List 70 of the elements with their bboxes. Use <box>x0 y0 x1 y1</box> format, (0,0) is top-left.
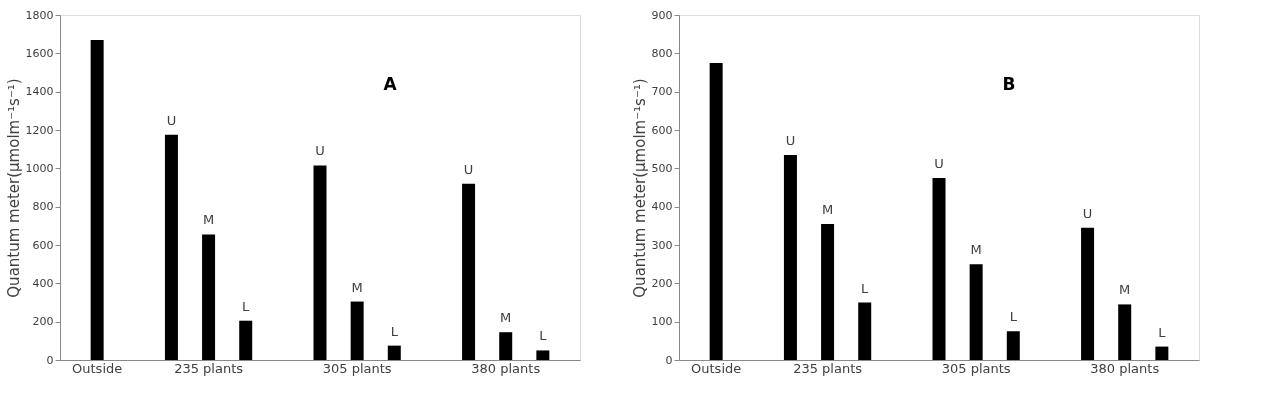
bar <box>1155 346 1169 360</box>
y-tick-label: 600 <box>32 238 54 252</box>
y-tick-label: 700 <box>651 85 673 99</box>
data-label: L <box>390 323 399 339</box>
bar <box>1006 331 1020 360</box>
data-label: M <box>970 242 982 258</box>
y-tick-label: 0 <box>665 353 673 367</box>
y-tick-label: 800 <box>651 46 673 60</box>
data-label: U <box>934 155 944 171</box>
y-tick-label: 400 <box>651 200 673 214</box>
y-tick-label: 1000 <box>25 161 54 175</box>
bar <box>313 165 327 360</box>
x-tick-label: 380 plants <box>1090 360 1160 376</box>
y-tick-label: 1800 <box>25 8 54 22</box>
y-axis-title: Quantum meter(μmolm⁻¹s⁻¹) <box>4 78 23 298</box>
bar <box>499 332 513 360</box>
bar <box>164 134 178 360</box>
data-label: L <box>539 328 548 344</box>
y-tick-label: 1600 <box>25 46 54 60</box>
bar <box>350 301 364 360</box>
data-label: U <box>1082 205 1093 221</box>
bar <box>1118 304 1132 360</box>
y-tick-label: 1200 <box>25 123 54 137</box>
bar <box>90 39 104 360</box>
data-label: M <box>500 310 512 326</box>
bar <box>969 264 983 360</box>
y-tick-label: 200 <box>651 276 673 290</box>
bar <box>783 154 797 360</box>
bar <box>239 320 253 360</box>
data-label: U <box>166 112 177 128</box>
y-tick-label: 100 <box>651 315 673 329</box>
annotation: B <box>1002 74 1016 94</box>
y-tick-label: 400 <box>32 276 54 290</box>
data-label: L <box>1009 309 1018 325</box>
x-tick-label: 305 plants <box>322 360 392 376</box>
bar <box>821 223 835 360</box>
y-tick-label: 1400 <box>25 85 54 99</box>
bar <box>536 350 550 360</box>
data-label: M <box>351 279 363 295</box>
y-axis-title: Quantum meter(μmolm⁻¹s⁻¹) <box>630 78 649 298</box>
data-label: L <box>1158 324 1167 340</box>
y-tick-label: 600 <box>651 123 673 137</box>
data-label: M <box>202 212 215 228</box>
data-label: U <box>463 161 474 177</box>
y-tick-label: 200 <box>32 315 54 329</box>
data-label: L <box>242 298 251 314</box>
bar <box>202 234 216 360</box>
x-tick-label: 235 plants <box>174 360 244 376</box>
data-label: M <box>821 201 834 217</box>
y-tick-label: 800 <box>32 200 54 214</box>
bar <box>858 302 872 360</box>
data-label: U <box>785 132 796 148</box>
x-tick-label: 380 plants <box>471 360 541 376</box>
y-tick-label: 0 <box>46 353 54 367</box>
x-tick-label: 305 plants <box>941 360 1011 376</box>
bar <box>932 177 946 360</box>
annotation: A <box>383 74 398 94</box>
bar <box>1081 227 1095 360</box>
y-tick-label: 300 <box>651 238 673 252</box>
y-tick-label: 900 <box>651 8 673 22</box>
bar <box>709 62 723 360</box>
bar <box>387 345 401 360</box>
y-tick-label: 500 <box>651 161 673 175</box>
x-tick-label: Outside <box>72 360 123 376</box>
data-label: L <box>861 280 870 296</box>
data-label: M <box>1119 282 1131 298</box>
x-tick-label: Outside <box>691 360 742 376</box>
data-label: U <box>315 143 325 159</box>
x-tick-label: 235 plants <box>793 360 863 376</box>
bar <box>462 183 476 360</box>
